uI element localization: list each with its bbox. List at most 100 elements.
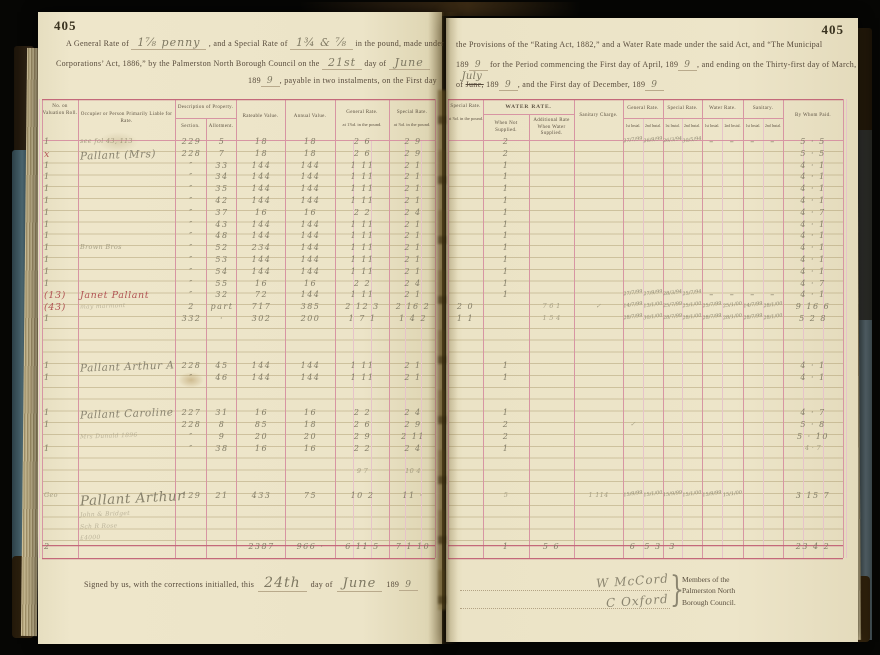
printed-text: 189	[386, 580, 400, 589]
cell-vr: 1	[44, 137, 51, 146]
cell-wn: 1	[502, 184, 510, 194]
cell-by: 4 · 1	[800, 172, 826, 182]
cell-by: 4 · 7	[800, 278, 826, 288]
header-line1: A General Rate of 1⅞ penny , and a Speci…	[66, 36, 444, 50]
cell-av: 144	[300, 172, 321, 182]
cell-al: 32	[215, 290, 229, 300]
signature-rule	[460, 590, 670, 591]
cell-s: 2 1	[404, 243, 422, 253]
cell-rv: 16	[254, 443, 269, 453]
col-header-special-rate: Special Rate.	[396, 110, 428, 115]
cell-by: 4 · 1	[800, 266, 826, 276]
cell-wn: 1	[502, 443, 510, 453]
cell-al: 38	[215, 443, 229, 453]
cell-sec: 227	[181, 408, 202, 418]
cell-sec: 129	[181, 491, 202, 500]
cell-g1: 6	[629, 541, 637, 551]
cell-vr: 1	[44, 219, 51, 229]
cell-g1: 15/9/99	[623, 489, 643, 499]
header-line1: the Provisions of the “Rating Act, 1882,…	[456, 40, 823, 49]
handwritten-year: 9	[468, 60, 488, 71]
col-header-valuation-roll: No. on Valuation Roll.	[42, 104, 78, 116]
cell-g: 2 2	[353, 278, 372, 288]
cell-s: 7 1 10	[395, 541, 431, 551]
header-line2: 189 9 for the Period commencing the First…	[456, 60, 856, 71]
corrected-month: July June,	[462, 71, 484, 89]
grid-line	[529, 114, 530, 558]
cell-w2: 25/1/00	[722, 300, 743, 310]
cell-g1: 27/7/99	[623, 289, 643, 298]
cell-al: 34	[215, 172, 229, 182]
cell-by: 3 15 7	[795, 491, 831, 500]
cell-occ: Pallant (Mrs)	[79, 147, 157, 163]
cell-by: 5 · 8	[800, 420, 826, 430]
cell-rv: 85	[254, 420, 269, 430]
cell-by: 9 16 6	[795, 302, 831, 312]
cell-g: 2 12 3	[345, 302, 380, 312]
cell-by: 4 · 1	[800, 219, 826, 229]
header-line3: of July June, 189 9, and the First day of …	[456, 71, 664, 91]
cell-s: 2 1	[404, 373, 422, 382]
cell-a2: 28/1/00	[763, 300, 783, 310]
col-header-general-rate-note: at 1⅞d. in the pound.	[342, 122, 382, 127]
cell-sec: ″	[189, 266, 194, 276]
cell-vr: x	[44, 148, 50, 160]
cell-occ: Mrs Dunald 1896	[79, 431, 138, 441]
cell-s2: 30/5/94	[682, 135, 702, 145]
cell-rv: 144	[251, 231, 272, 241]
cell-s: 2 9	[404, 420, 422, 430]
cell-by: 4 · 1	[800, 255, 826, 264]
grid-line	[483, 114, 574, 115]
cell-sec: ″	[189, 196, 194, 205]
cell-by: 4 · 1	[800, 160, 826, 170]
cell-wn: 1	[502, 207, 510, 217]
grid-line	[623, 118, 783, 119]
cell-by: 5 2 8	[799, 314, 827, 323]
cell-wn: 1	[502, 541, 510, 551]
cell-al: 7	[218, 148, 226, 158]
cell-w1: 28/7/99	[702, 312, 722, 322]
col-header-rateable-value: Rateable Value.	[242, 114, 279, 119]
cell-occ: see fol 43, 113	[80, 137, 133, 145]
sub-header-2nd-instal: 2nd Instal.	[724, 124, 741, 128]
cell-vr: 1	[44, 160, 51, 170]
grid-line	[42, 558, 435, 559]
cell-s2: 25/7/94	[682, 289, 702, 298]
cell-a1: 14/7/99	[743, 300, 763, 310]
cell-sc: ✓	[595, 302, 602, 311]
cell-wn: 1	[502, 255, 510, 264]
cell-by: 5 · 5	[800, 148, 826, 158]
cell-g: 2 2	[353, 207, 372, 217]
cell-al: ·	[219, 314, 225, 323]
cell-s1: 28/3/94	[662, 289, 683, 298]
cell-av: 144	[300, 243, 321, 253]
cell-s: 2 9	[404, 137, 422, 146]
cell-rv: 72	[254, 290, 269, 300]
handwritten-year: 9	[498, 80, 518, 91]
col-header-water-rate-paid: Water Rate.	[709, 106, 736, 111]
cell-vr: 1	[44, 196, 51, 205]
cell-by: 4 · 1	[800, 231, 826, 241]
cell-wn: 1	[502, 160, 510, 170]
cell-s: 2 1	[404, 172, 422, 182]
cell-av: 966 ·	[296, 541, 325, 551]
cell-rv: 234	[251, 243, 272, 253]
printed-text-struck: June,	[465, 80, 484, 89]
cell-g: 1 11	[350, 231, 375, 241]
col-header-special-rate-note: at ⅞d. in the pound.	[393, 122, 431, 127]
cell-av: 18	[303, 148, 318, 158]
cell-rv: 144	[251, 373, 272, 382]
cell-by: 4 · 1	[800, 196, 826, 205]
col-header-occupier: Occupier or Person Primarily Liable for …	[80, 112, 173, 124]
cell-a2: –	[770, 137, 776, 146]
cell-rv: 144	[251, 219, 272, 229]
cell-sec: ″	[189, 290, 194, 300]
cell-w1: 25/7/99	[702, 300, 722, 310]
cell-vr: 1	[44, 278, 51, 288]
cell-av: 16	[303, 443, 318, 453]
cell-al: 52	[215, 243, 229, 253]
cell-occ: Sch R Rose	[79, 522, 118, 531]
cell-av: 144	[300, 255, 321, 264]
cell-w2: 28/1/00	[722, 312, 743, 322]
